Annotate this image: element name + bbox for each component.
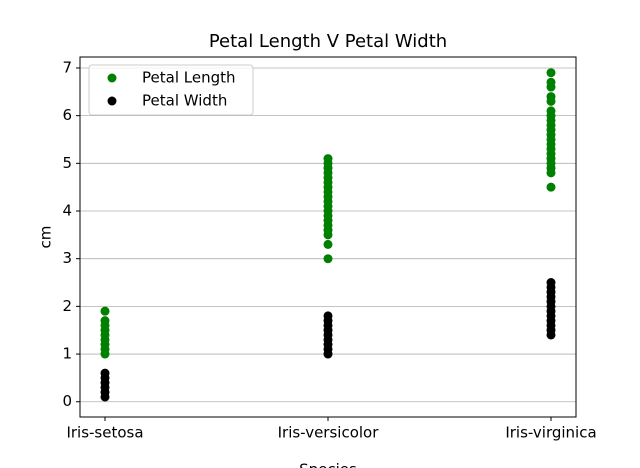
point [100, 306, 110, 316]
x-tick-label: Iris-virginica [505, 424, 596, 442]
legend-marker [107, 73, 117, 83]
point [323, 239, 333, 249]
plot-frame [79, 56, 577, 418]
y-tick-label: 5 [62, 154, 72, 172]
point [546, 77, 556, 87]
y-axis-label: cm [37, 226, 55, 249]
point [323, 311, 333, 321]
point [546, 92, 556, 102]
y-tick-label: 4 [62, 202, 72, 220]
y-tick-label: 0 [62, 392, 72, 410]
y-tick-label: 1 [62, 345, 72, 363]
y-tick-label: 2 [62, 297, 72, 315]
y-tick-label: 6 [62, 106, 72, 124]
y-tick-label: 3 [62, 249, 72, 267]
point [323, 254, 333, 264]
point [546, 106, 556, 116]
point [100, 368, 110, 378]
chart-title: Petal Length V Petal Width [209, 31, 447, 52]
point [323, 154, 333, 164]
y-tick-label: 7 [62, 58, 72, 76]
legend-label: Petal Width [142, 92, 227, 110]
point [546, 182, 556, 192]
legend-label: Petal Length [142, 69, 236, 87]
x-tick-label: Iris-setosa [66, 424, 143, 442]
point [546, 68, 556, 78]
legend-marker [107, 96, 117, 106]
point [546, 278, 556, 288]
point [100, 316, 110, 326]
x-tick-label: Iris-versicolor [278, 424, 380, 442]
x-axis-label: Species [299, 461, 357, 468]
legend-box [88, 64, 254, 116]
